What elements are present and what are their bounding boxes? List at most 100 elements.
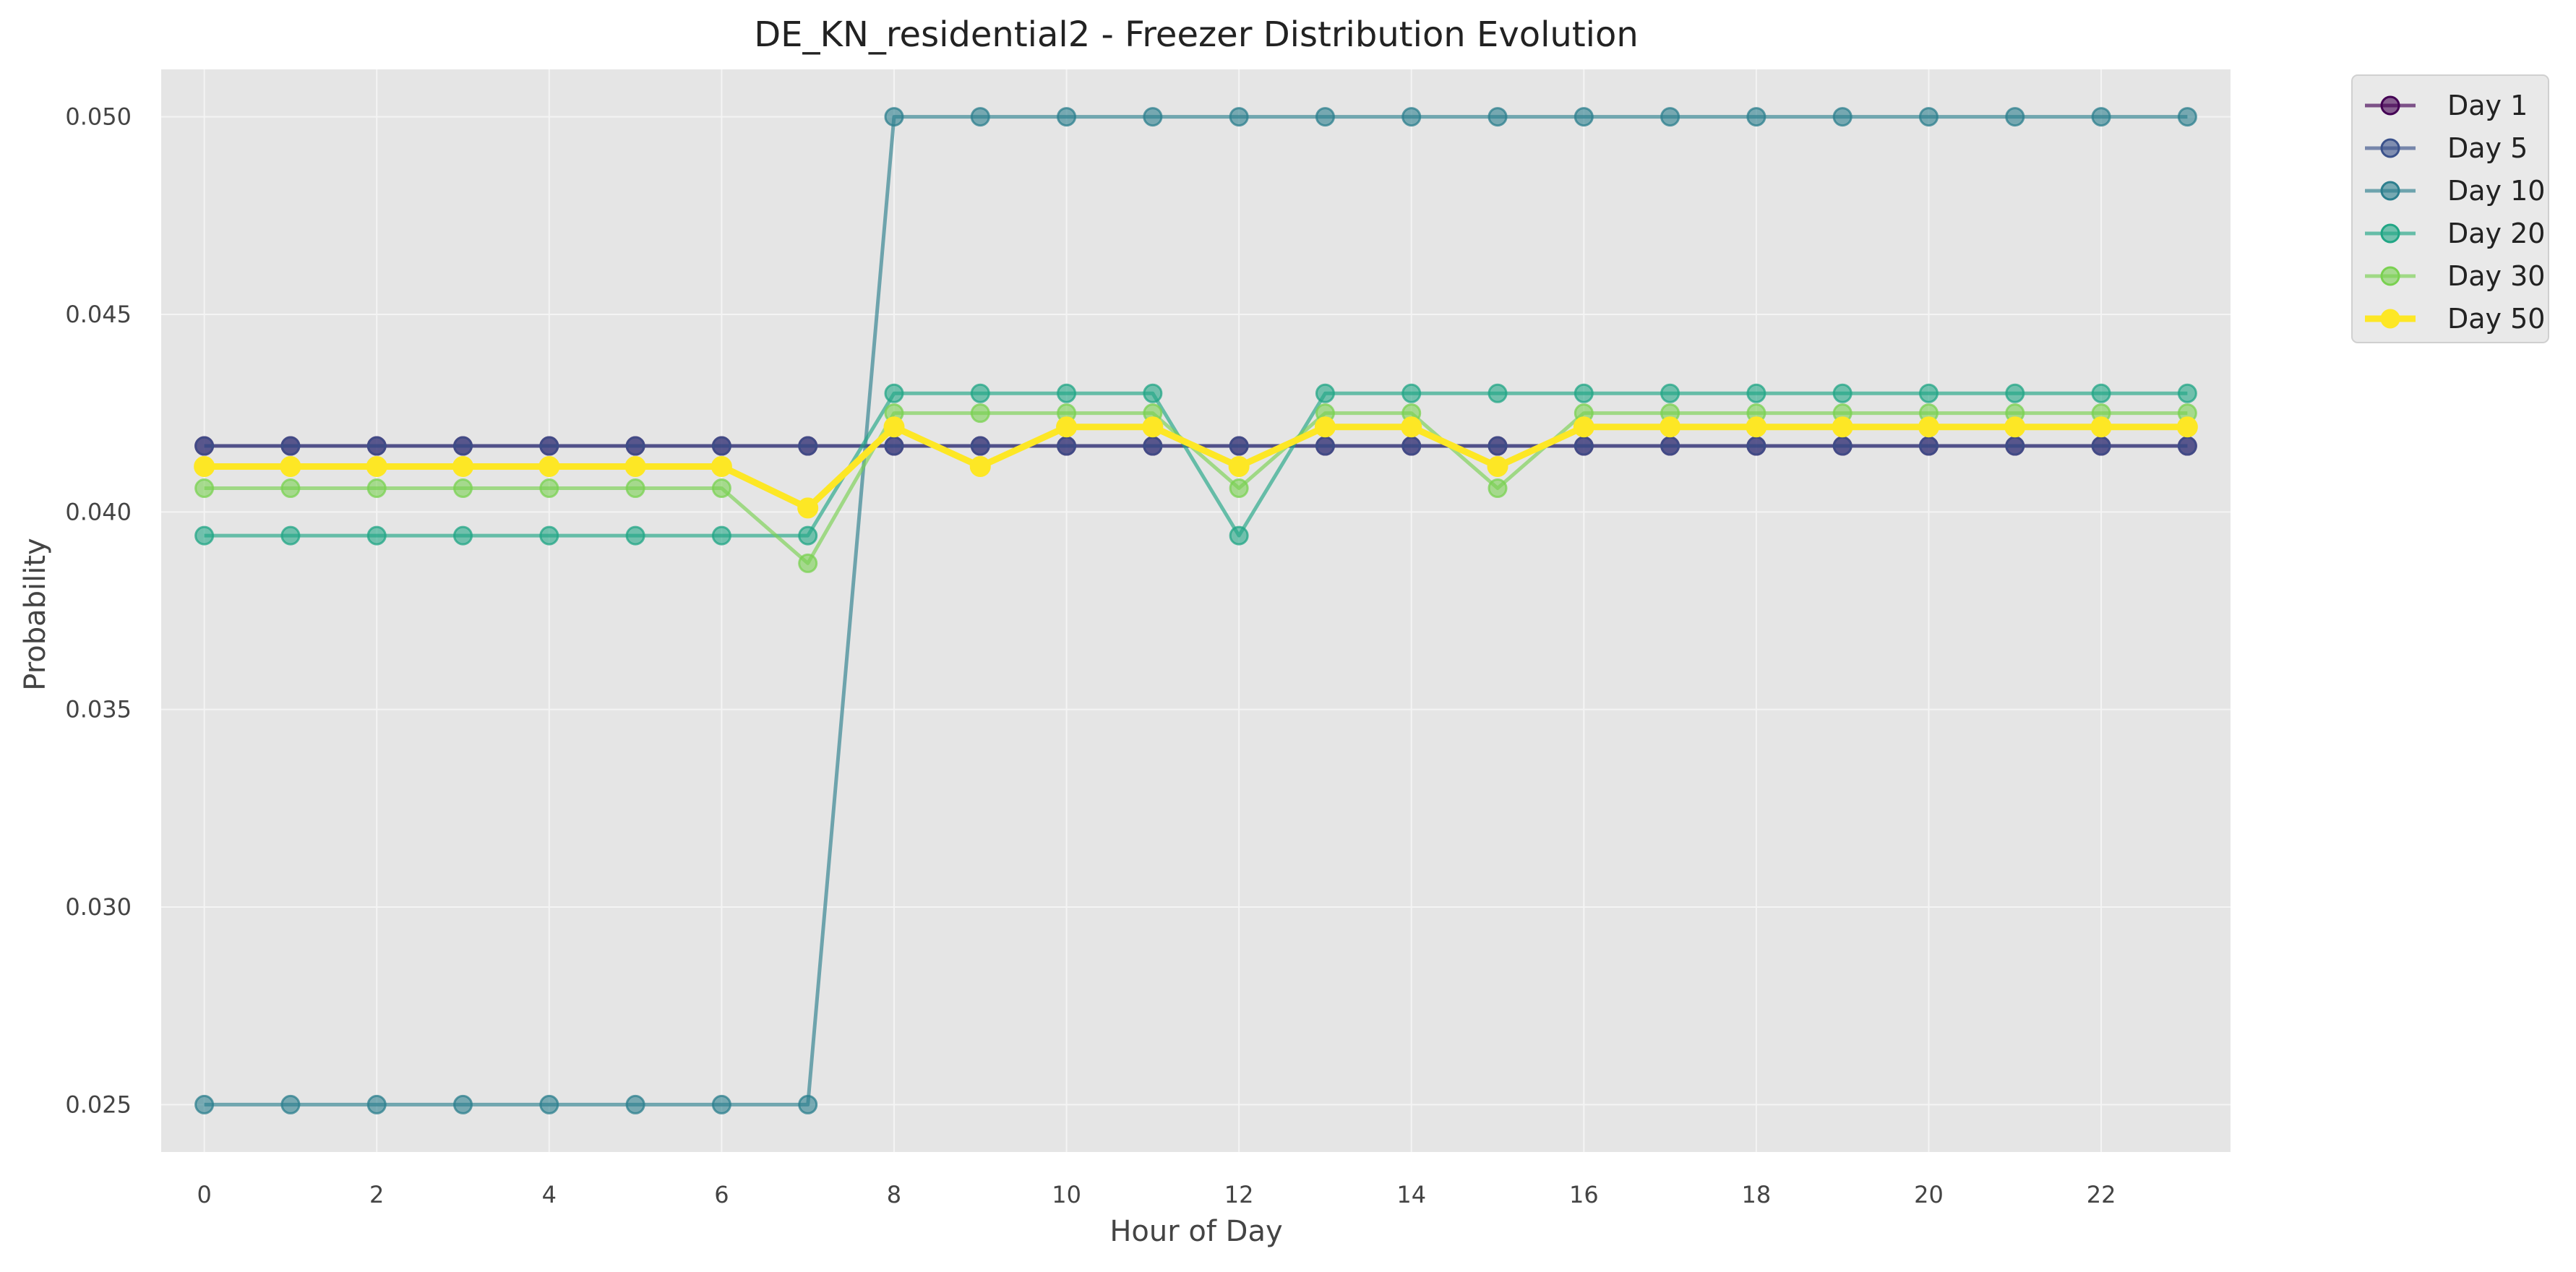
data-point xyxy=(970,436,990,456)
data-point xyxy=(1746,383,1766,403)
data-point xyxy=(453,525,473,546)
data-point xyxy=(884,436,904,456)
data-point xyxy=(1918,416,1939,438)
data-point xyxy=(2091,107,2111,127)
data-point xyxy=(711,478,731,499)
plot-area xyxy=(161,69,2231,1152)
data-point xyxy=(2091,383,2111,403)
data-point xyxy=(1142,416,1164,438)
data-point xyxy=(366,478,387,499)
data-point xyxy=(1573,383,1594,403)
data-point xyxy=(453,478,473,499)
x-tick-label: 4 xyxy=(542,1181,557,1208)
data-point xyxy=(1832,436,1852,456)
data-point xyxy=(970,383,990,403)
y-tick-label: 0.025 xyxy=(65,1091,132,1118)
data-point xyxy=(1746,436,1766,456)
data-point xyxy=(538,455,560,477)
data-point xyxy=(798,525,818,546)
data-point xyxy=(1746,416,1767,438)
data-point xyxy=(1918,436,1939,456)
data-point xyxy=(194,1094,215,1114)
data-point xyxy=(1315,436,1335,456)
data-point xyxy=(366,455,387,477)
data-point xyxy=(1832,416,1853,438)
data-point xyxy=(1401,436,1422,456)
data-point xyxy=(625,1094,645,1114)
x-tick-label: 0 xyxy=(197,1181,211,1208)
x-tick-label: 2 xyxy=(369,1181,384,1208)
data-point xyxy=(1057,107,1077,127)
data-point xyxy=(624,455,646,477)
x-tick-labels: 0 2 4 6 8 10 12 14 16 18 20 22 xyxy=(197,1181,2116,1208)
y-tick-label: 0.050 xyxy=(65,103,132,131)
data-point xyxy=(539,525,559,546)
data-point xyxy=(1057,436,1077,456)
legend-label: Day 1 xyxy=(2447,90,2528,121)
data-point xyxy=(711,525,731,546)
x-axis-label: Hour of Day xyxy=(1109,1215,1282,1248)
data-point xyxy=(2091,436,2111,456)
legend-label: Day 30 xyxy=(2447,260,2545,292)
series-day-10 xyxy=(194,107,2197,1114)
data-point xyxy=(798,553,818,573)
x-tick-label: 6 xyxy=(714,1181,729,1208)
data-point xyxy=(1487,107,1508,127)
data-point xyxy=(1746,107,1766,127)
data-point xyxy=(1660,416,1681,438)
data-point xyxy=(1660,383,1680,403)
data-point xyxy=(1056,416,1078,438)
y-tick-labels: 0.025 0.030 0.035 0.040 0.045 0.050 xyxy=(65,103,132,1119)
x-tick-label: 20 xyxy=(1914,1181,1944,1208)
data-point xyxy=(2177,436,2197,456)
legend-label: Day 5 xyxy=(2447,132,2528,164)
data-point xyxy=(2177,107,2197,127)
data-point xyxy=(2090,416,2112,438)
data-point xyxy=(539,478,559,499)
data-point xyxy=(1229,436,1249,456)
data-point xyxy=(194,525,215,546)
data-point xyxy=(366,525,387,546)
data-point xyxy=(1660,107,1680,127)
data-point xyxy=(1143,436,1163,456)
data-point xyxy=(798,436,818,456)
legend-swatch-marker xyxy=(2380,95,2400,116)
data-point xyxy=(969,455,991,477)
data-point xyxy=(1487,383,1508,403)
data-point xyxy=(1918,383,1939,403)
legend: Day 1 Day 5 Day 10 Day 20 Day 30 Day 50 xyxy=(2351,74,2549,343)
data-point xyxy=(194,455,215,477)
data-point xyxy=(2005,436,2025,456)
x-tick-label: 22 xyxy=(2087,1181,2116,1208)
data-point xyxy=(1143,383,1163,403)
data-point xyxy=(1573,107,1594,127)
data-point xyxy=(797,497,819,519)
data-point xyxy=(539,1094,559,1114)
legend-swatch-marker xyxy=(2380,138,2400,158)
data-point xyxy=(1401,107,1422,127)
series-day-20 xyxy=(194,383,2197,546)
legend-label: Day 10 xyxy=(2447,175,2545,207)
x-tick-label: 12 xyxy=(1224,1181,1254,1208)
legend-swatch-marker xyxy=(2380,309,2400,329)
data-point xyxy=(1487,455,1508,477)
data-point xyxy=(798,1094,818,1114)
data-point xyxy=(970,403,990,424)
chart-title: DE_KN_residential2 - Freezer Distributio… xyxy=(754,14,1639,55)
legend-swatch-marker xyxy=(2380,223,2400,244)
x-tick-label: 14 xyxy=(1396,1181,1426,1208)
data-point xyxy=(1314,416,1336,438)
data-point xyxy=(1660,436,1680,456)
data-point xyxy=(1401,416,1422,438)
data-point xyxy=(1573,436,1594,456)
data-point xyxy=(194,436,215,456)
data-point xyxy=(1315,107,1335,127)
data-point xyxy=(710,455,732,477)
data-point xyxy=(970,107,990,127)
data-point xyxy=(366,436,387,456)
data-point xyxy=(1057,383,1077,403)
series-line xyxy=(204,391,2188,538)
data-point xyxy=(2005,383,2025,403)
data-point xyxy=(1228,455,1250,477)
data-point xyxy=(280,436,301,456)
